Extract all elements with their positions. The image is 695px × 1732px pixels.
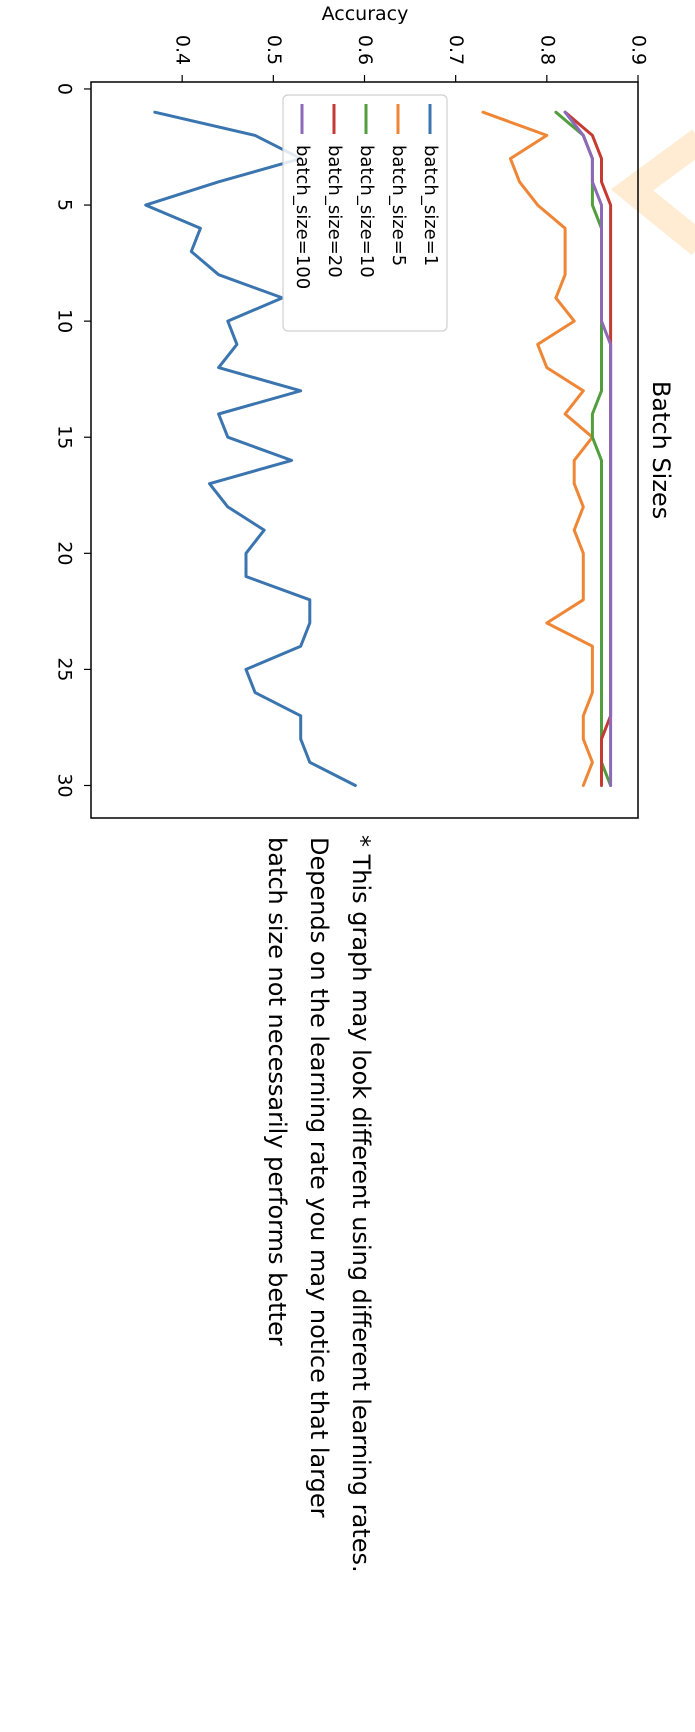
chart-title: Batch Sizes — [647, 381, 675, 519]
series-line-batch-size-5 — [481, 110, 594, 787]
footnote-line: * This graph may look different using di… — [347, 835, 375, 1573]
legend-label: batch_size=20 — [324, 145, 345, 278]
y-tick-label: 0.4 — [172, 35, 194, 65]
legend-label: batch_size=10 — [356, 145, 377, 278]
x-tick-label: 0 — [54, 83, 76, 95]
x-tick-label: 10 — [54, 309, 76, 333]
x-tick-label: 25 — [54, 657, 76, 681]
x-tick-label: 5 — [54, 199, 76, 211]
series-line-batch-size-1 — [144, 110, 357, 787]
x-tick-label: 20 — [54, 541, 76, 565]
footnote-line: batch size not necessarily performs bett… — [263, 837, 291, 1346]
y-axis-label: Accuracy — [322, 3, 409, 25]
legend-label: batch_size=1 — [420, 145, 441, 266]
legend-label: batch_size=5 — [388, 145, 409, 266]
x-tick-label: 15 — [54, 425, 76, 449]
watermark-mark — [610, 129, 695, 256]
y-tick-label: 0.6 — [354, 35, 376, 65]
series-line-batch-size-10 — [554, 110, 613, 787]
series-line-batch-size-20 — [563, 110, 613, 787]
y-tick-label: 0.8 — [536, 35, 558, 65]
legend-label: batch_size=100 — [292, 145, 313, 289]
y-tick-label: 0.9 — [628, 35, 650, 65]
series-line-batch-size-100 — [563, 110, 613, 787]
footnote-line: Depends on the learning rate you may not… — [305, 837, 333, 1518]
x-tick-label: 30 — [54, 773, 76, 797]
y-tick-label: 0.7 — [445, 35, 467, 65]
y-tick-label: 0.5 — [263, 35, 285, 65]
legend-box — [282, 94, 448, 332]
